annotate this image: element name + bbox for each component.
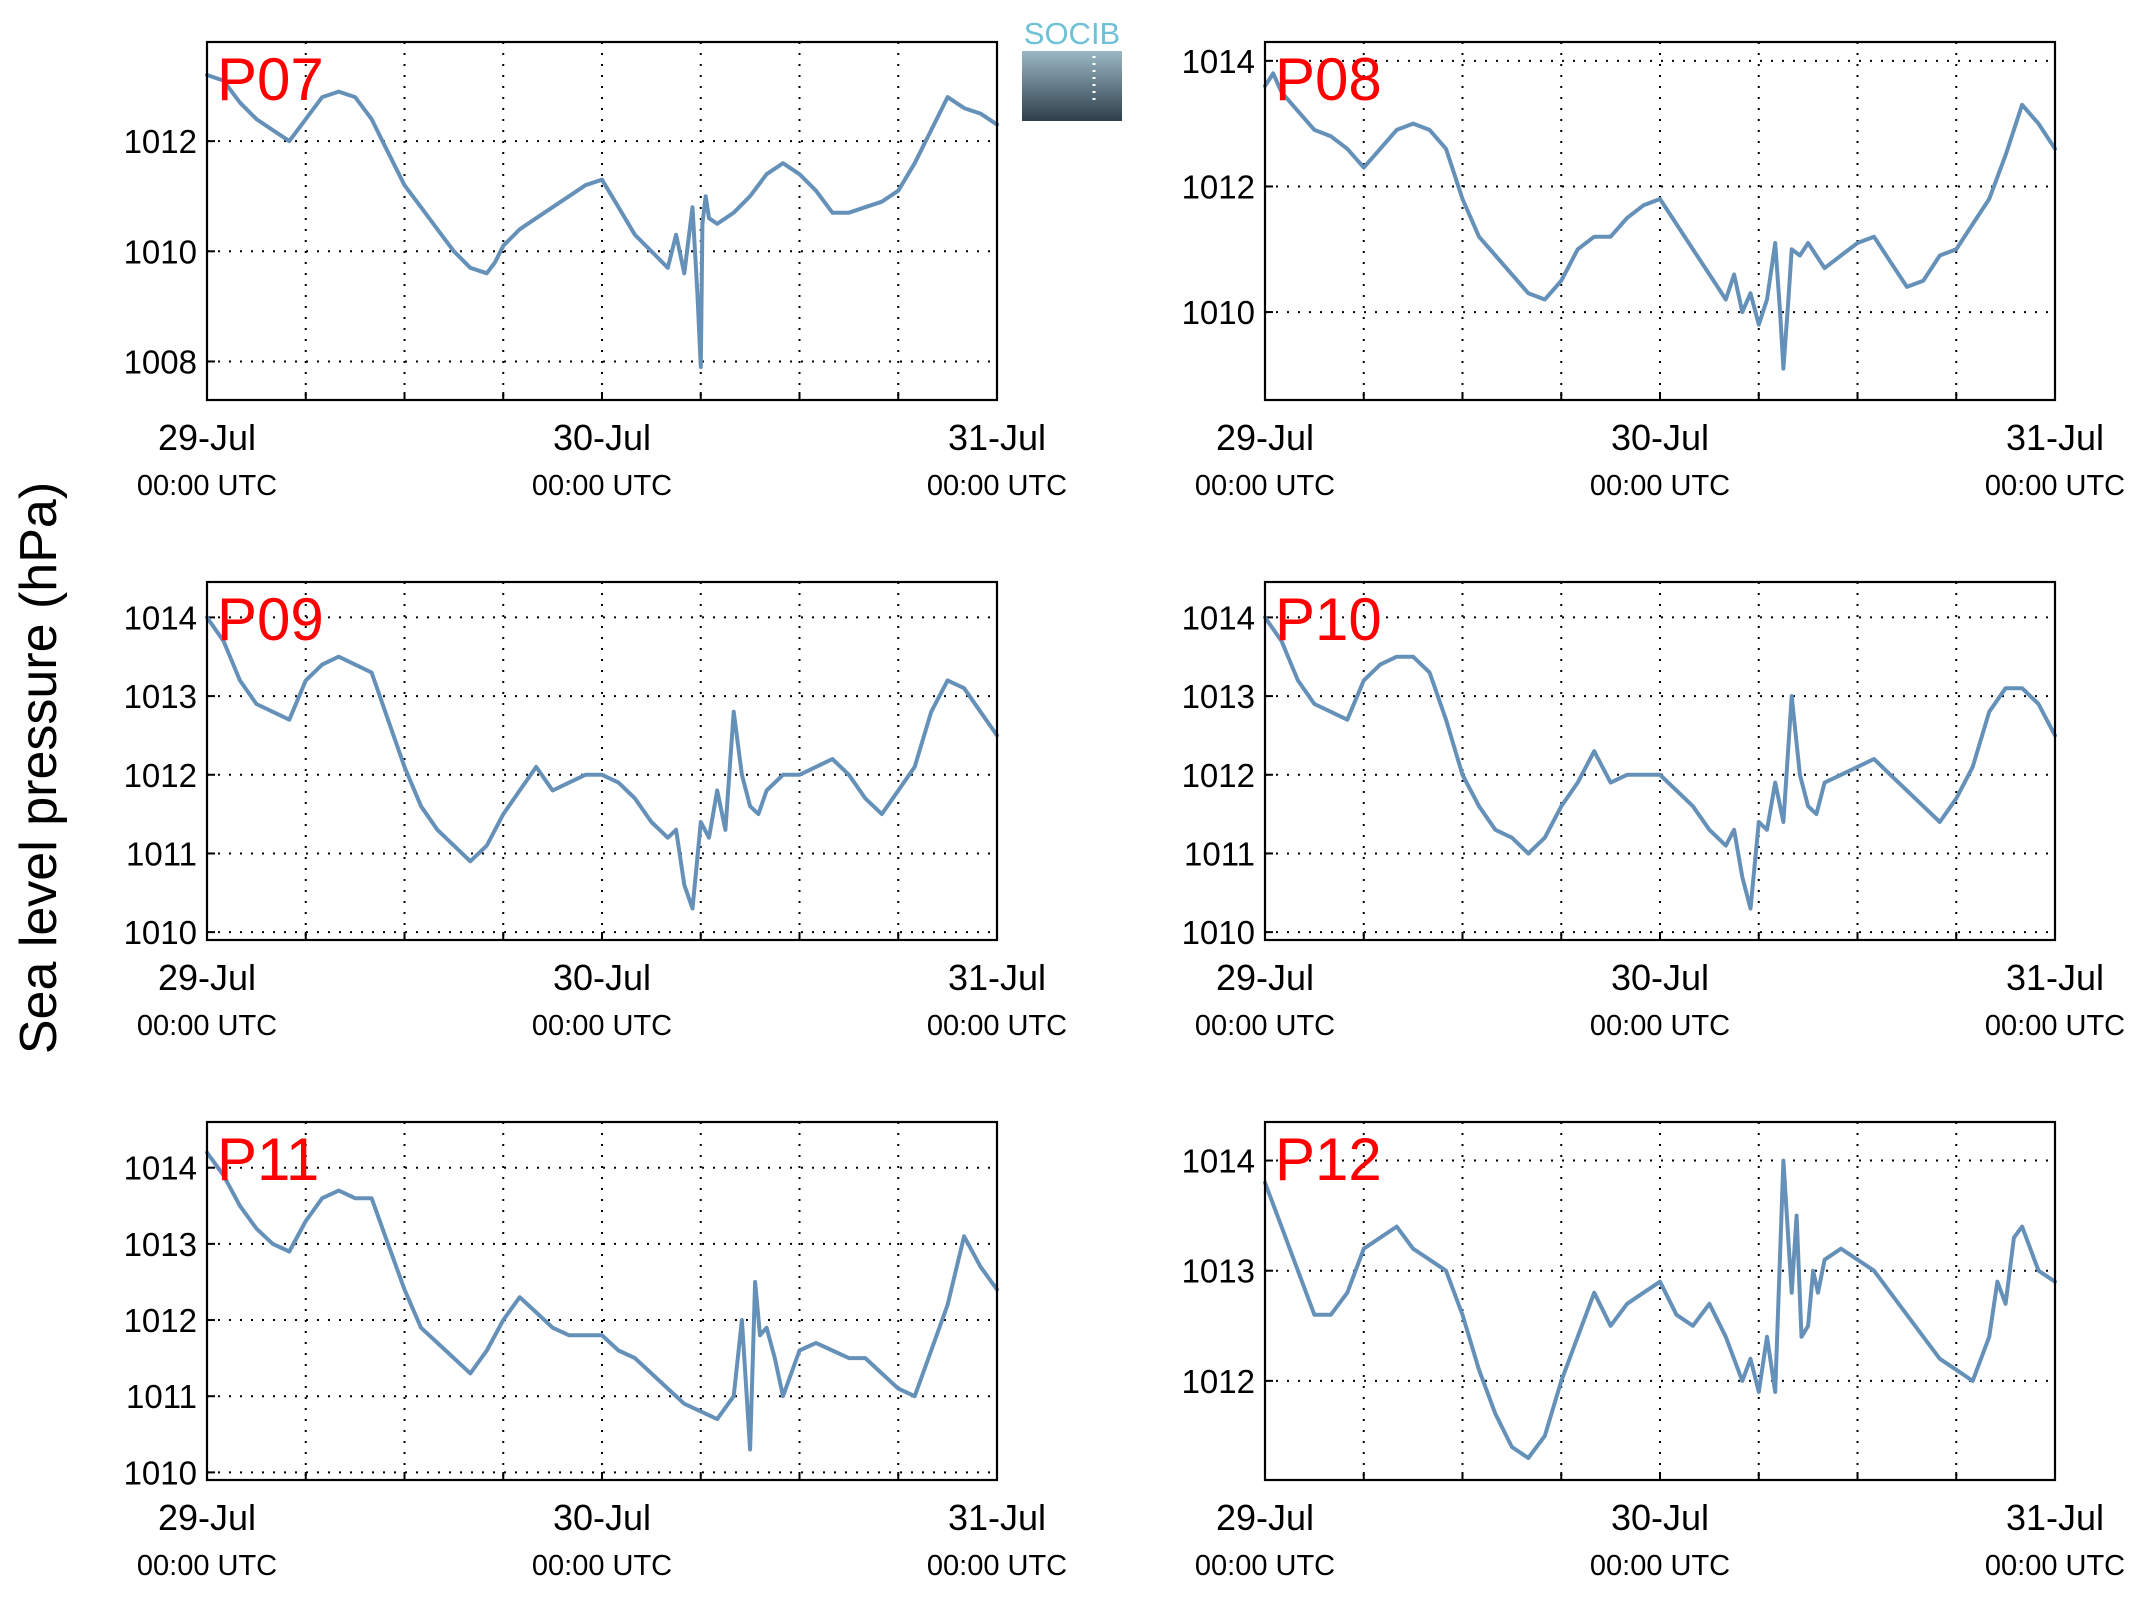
y-axis-label: Sea level pressure (hPa) xyxy=(10,482,68,1054)
x-tick-time-label: 00:00 UTC xyxy=(532,1010,672,1042)
panel-title: P12 xyxy=(1275,1126,1382,1193)
x-tick-date-label: 29-Jul xyxy=(158,417,256,458)
panel-title: P09 xyxy=(217,586,324,653)
y-tick-label: 1012 xyxy=(1182,1363,1255,1400)
logo-block xyxy=(1022,51,1122,121)
y-tick-label: 1013 xyxy=(1182,1253,1255,1290)
panel-p08: 1010 1012 1014 29-Jul 00:00 UTC 30-Jul 00:00 U… xyxy=(1182,40,2125,502)
x-tick-time-label: 00:00 UTC xyxy=(1590,1010,1730,1042)
panel-p07: 1008 1010 1012 29-Jul 00:00 UTC 30-Jul 00:00 U… xyxy=(124,40,1067,502)
y-tick-label: 1010 xyxy=(1182,294,1255,331)
x-tick-date-label: 31-Jul xyxy=(948,1497,1046,1538)
x-tick-time-label: 00:00 UTC xyxy=(1590,470,1730,502)
y-tick-label: 1012 xyxy=(124,757,197,794)
x-tick-time-label: 00:00 UTC xyxy=(137,1010,277,1042)
series-line xyxy=(205,73,999,369)
axes-frame xyxy=(205,580,999,942)
y-tick-label: 1014 xyxy=(1182,599,1255,636)
socib-logo: SOCIB xyxy=(1022,16,1122,121)
x-tick-time-label: 00:00 UTC xyxy=(1985,470,2125,502)
x-tick-time-label: 00:00 UTC xyxy=(1985,1550,2125,1582)
x-tick-date-label: 30-Jul xyxy=(553,417,651,458)
y-tick-label: 1012 xyxy=(1182,168,1255,205)
x-tick-date-label: 29-Jul xyxy=(1216,1497,1314,1538)
axes-frame xyxy=(205,40,999,402)
panel-p11: 1010 1011 1012 1013 1014 29-Jul 00:00 UTC 30-Ju… xyxy=(124,1120,1067,1582)
x-tick-date-label: 29-Jul xyxy=(158,957,256,998)
x-tick-time-label: 00:00 UTC xyxy=(137,470,277,502)
y-tick-label: 1011 xyxy=(126,1378,197,1415)
x-tick-date-label: 30-Jul xyxy=(553,957,651,998)
panel-title: P07 xyxy=(217,46,324,113)
x-tick-date-label: 31-Jul xyxy=(948,957,1046,998)
y-tick-label: 1014 xyxy=(1182,43,1255,80)
y-tick-label: 1014 xyxy=(124,599,197,636)
x-tick-time-label: 00:00 UTC xyxy=(532,1550,672,1582)
x-tick-date-label: 30-Jul xyxy=(1611,957,1709,998)
x-tick-time-label: 00:00 UTC xyxy=(1985,1010,2125,1042)
series-line xyxy=(205,1150,999,1452)
y-tick-label: 1012 xyxy=(124,123,197,160)
x-tick-time-label: 00:00 UTC xyxy=(927,1010,1067,1042)
y-tick-label: 1014 xyxy=(1182,1143,1255,1180)
x-tick-date-label: 29-Jul xyxy=(1216,957,1314,998)
axes-frame xyxy=(1263,1120,2057,1482)
series-line xyxy=(1263,71,2057,371)
series-line xyxy=(205,615,999,911)
y-tick-label: 1013 xyxy=(1182,678,1255,715)
x-tick-date-label: 30-Jul xyxy=(1611,1497,1709,1538)
y-tick-label: 1012 xyxy=(124,1302,197,1339)
x-tick-date-label: 30-Jul xyxy=(1611,417,1709,458)
y-tick-label: 1010 xyxy=(124,914,197,951)
y-tick-label: 1010 xyxy=(1182,914,1255,951)
panel-title: P08 xyxy=(1275,46,1382,113)
chart-panels: 1008 1010 1012 29-Jul 00:00 UTC 30-Jul 00:00 U… xyxy=(124,40,2125,1582)
x-tick-time-label: 00:00 UTC xyxy=(1195,1010,1335,1042)
x-tick-time-label: 00:00 UTC xyxy=(927,470,1067,502)
y-tick-label: 1008 xyxy=(124,343,197,380)
logo-text: SOCIB xyxy=(1024,16,1120,51)
y-tick-label: 1012 xyxy=(1182,757,1255,794)
axes-frame xyxy=(1263,40,2057,402)
y-tick-label: 1014 xyxy=(124,1150,197,1187)
series-line xyxy=(1263,1158,2057,1460)
y-tick-label: 1010 xyxy=(124,1454,197,1491)
x-tick-time-label: 00:00 UTC xyxy=(137,1550,277,1582)
x-tick-time-label: 00:00 UTC xyxy=(532,470,672,502)
panel-title: P11 xyxy=(217,1126,319,1193)
panel-p12: 1012 1013 1014 29-Jul 00:00 UTC 30-Jul 00:00 U… xyxy=(1182,1120,2125,1582)
y-tick-label: 1010 xyxy=(124,233,197,270)
x-tick-date-label: 31-Jul xyxy=(948,417,1046,458)
x-tick-date-label: 29-Jul xyxy=(158,1497,256,1538)
x-tick-date-label: 31-Jul xyxy=(2006,1497,2104,1538)
panel-p09: 1010 1011 1012 1013 1014 29-Jul 00:00 UTC 30-Ju… xyxy=(124,580,1067,1042)
x-tick-time-label: 00:00 UTC xyxy=(1590,1550,1730,1582)
axes-frame xyxy=(205,1120,999,1482)
x-tick-time-label: 00:00 UTC xyxy=(1195,1550,1335,1582)
x-tick-date-label: 31-Jul xyxy=(2006,957,2104,998)
x-tick-date-label: 29-Jul xyxy=(1216,417,1314,458)
y-tick-label: 1013 xyxy=(124,1226,197,1263)
axes-frame xyxy=(1263,580,2057,942)
panel-p10: 1010 1011 1012 1013 1014 29-Jul 00:00 UTC 30-Ju… xyxy=(1182,580,2125,1042)
x-tick-time-label: 00:00 UTC xyxy=(1195,470,1335,502)
y-tick-label: 1011 xyxy=(1184,835,1255,872)
y-tick-label: 1011 xyxy=(126,835,197,872)
x-tick-date-label: 30-Jul xyxy=(553,1497,651,1538)
x-tick-date-label: 31-Jul xyxy=(2006,417,2104,458)
x-tick-time-label: 00:00 UTC xyxy=(927,1550,1067,1582)
series-line xyxy=(1263,615,2057,911)
panel-title: P10 xyxy=(1275,586,1382,653)
y-tick-label: 1013 xyxy=(124,678,197,715)
